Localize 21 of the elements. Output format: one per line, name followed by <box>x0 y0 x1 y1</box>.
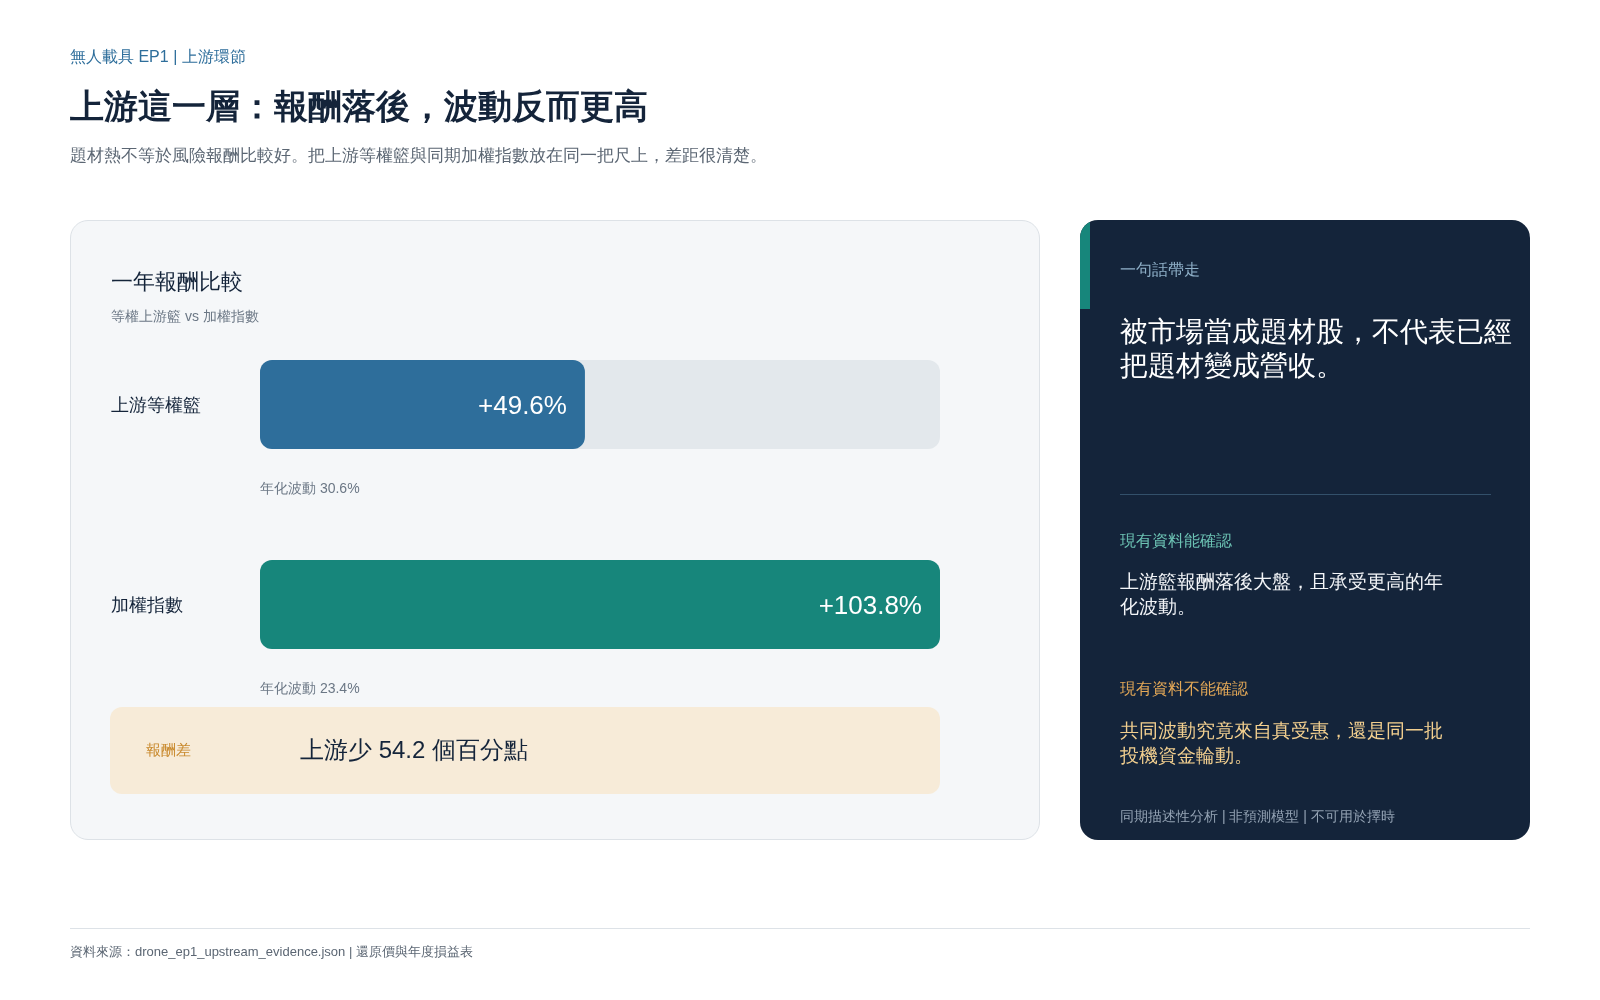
source-note: 資料來源：drone_ep1_upstream_evidence.json | 還原價與年度損益表 <box>70 943 473 961</box>
data-label: +103.8% <box>818 589 922 620</box>
text: 無人載具 EP1 | 上游環節 <box>70 47 246 67</box>
text: 報酬差 <box>146 740 191 760</box>
annotation: 年化波動 23.4% <box>260 679 360 698</box>
data-label: +49.6% <box>478 389 567 420</box>
text: 上游少 54.2 個百分點 <box>300 735 529 765</box>
text: 現有資料能確認 <box>1120 531 1232 551</box>
text: 被市場當成題材股，不代表已經把題材變成營收。 <box>1120 315 1513 383</box>
text: 上游籃報酬落後大盤，且承受更高的年化波動。 <box>1120 570 1444 619</box>
annotation: 年化波動 30.6% <box>260 479 360 498</box>
text: 一句話帶走 <box>1120 260 1200 280</box>
text: 現有資料不能確認 <box>1120 679 1248 699</box>
text: 同期描述性分析 | 非預測模型 | 不可用於擇時 <box>1120 807 1395 826</box>
y-tick-label: 加權指數 <box>111 594 183 615</box>
chart-subtitle: 題材熱不等於風險報酬比較好。把上游等權籃與同期加權指數放在同一把尺上，差距很清楚。 <box>70 145 767 167</box>
text: 等權上游籃 vs 加權指數 <box>111 307 259 326</box>
y-tick-label: 上游等權籃 <box>111 394 201 415</box>
text: 一年報酬比較 <box>111 268 243 296</box>
chart-title: 上游這一層：報酬落後，波動反而更高 <box>70 86 648 127</box>
text: 共同波動究竟來自真受惠，還是同一批投機資金輪動。 <box>1120 719 1444 768</box>
